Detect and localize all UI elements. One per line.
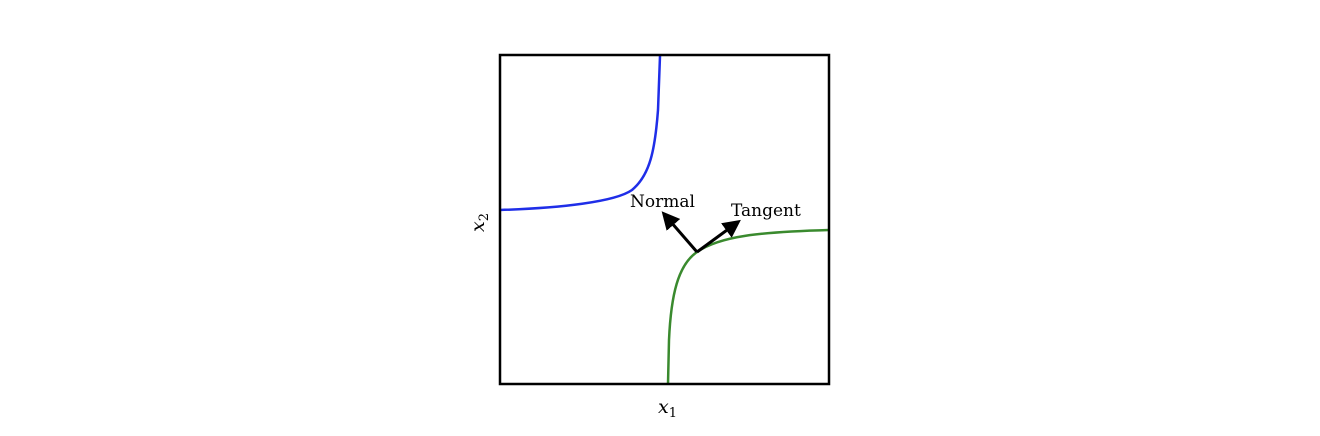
tangent-label: Tangent xyxy=(731,201,801,221)
lower-curve xyxy=(666,228,830,385)
y-axis-label: x2 xyxy=(467,213,492,232)
y-axis-label-sub: 2 xyxy=(477,213,492,221)
x-axis-label: x1 xyxy=(658,396,677,421)
x-axis-label-var: x xyxy=(658,396,669,418)
upper-curve xyxy=(499,55,662,212)
normal-arrow xyxy=(661,211,699,253)
x-axis-label-sub: 1 xyxy=(669,406,677,421)
normal-label: Normal xyxy=(630,192,695,212)
plot-frame xyxy=(498,53,831,386)
tangent-arrow xyxy=(696,219,741,254)
y-axis-label-var: x xyxy=(467,221,489,232)
